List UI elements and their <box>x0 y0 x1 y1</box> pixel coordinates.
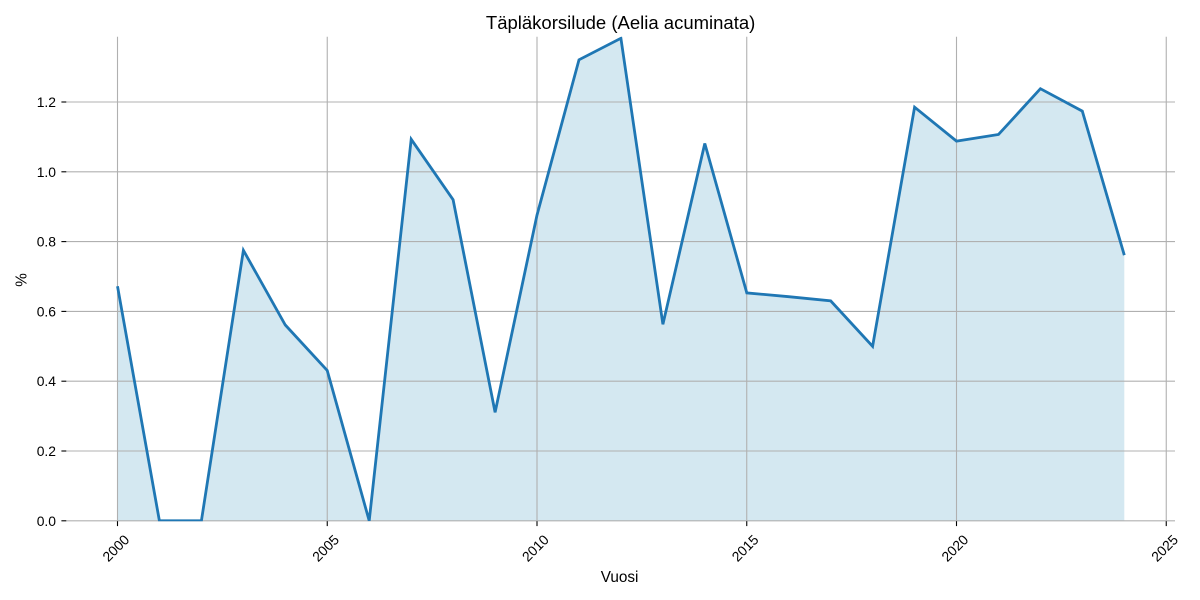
svg-text:1.0: 1.0 <box>37 164 57 180</box>
svg-text:0.0: 0.0 <box>37 513 57 529</box>
svg-text:0.4: 0.4 <box>37 373 57 389</box>
svg-text:Vuosi: Vuosi <box>601 569 639 586</box>
svg-text:Täpläkorsilude (Aelia acuminat: Täpläkorsilude (Aelia acuminata) <box>486 12 755 33</box>
svg-text:%: % <box>14 273 31 287</box>
svg-text:0.8: 0.8 <box>37 234 57 250</box>
svg-text:0.2: 0.2 <box>37 443 57 459</box>
svg-text:0.6: 0.6 <box>37 303 57 319</box>
svg-text:1.2: 1.2 <box>37 94 57 110</box>
